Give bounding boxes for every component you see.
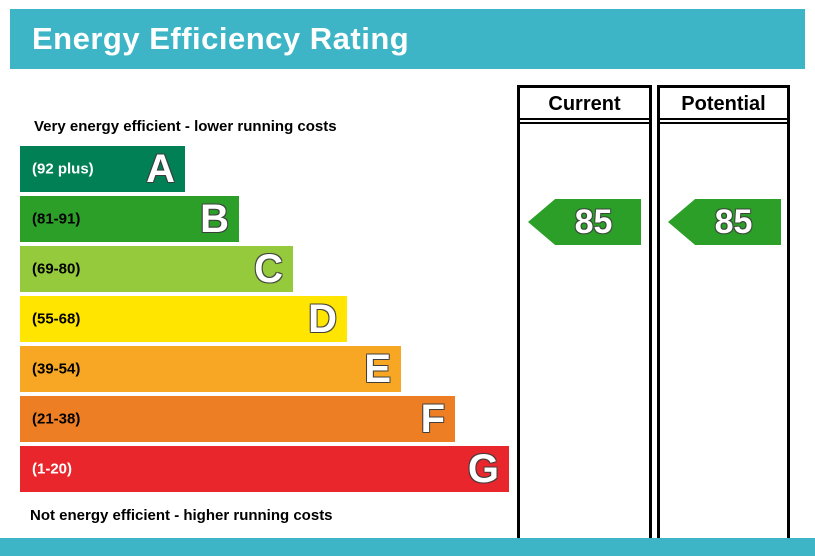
band-range-label: (81-91) bbox=[32, 210, 81, 228]
band-range-label: (55-68) bbox=[32, 310, 81, 328]
current-column: Current 85 bbox=[517, 85, 652, 538]
potential-column-header: Potential bbox=[660, 88, 787, 124]
band-range-label: (1-20) bbox=[32, 460, 73, 478]
bottom-caption: Not energy efficient - higher running co… bbox=[30, 507, 333, 524]
potential-rating-value: 85 bbox=[714, 202, 753, 241]
band-g: (1-20) G bbox=[20, 446, 509, 492]
band-e: (39-54) E bbox=[20, 346, 401, 392]
band-a: (92 plus) A bbox=[20, 146, 185, 192]
top-caption: Very energy efficient - lower running co… bbox=[34, 118, 337, 135]
band-f: (21-38) F bbox=[20, 396, 455, 442]
band-letter: A bbox=[146, 147, 175, 191]
current-column-header: Current bbox=[520, 88, 649, 124]
band-letter: D bbox=[308, 297, 337, 341]
band-letter: G bbox=[467, 447, 499, 491]
band-b: (81-91) B bbox=[20, 196, 239, 242]
band-d: (55-68) D bbox=[20, 296, 347, 342]
potential-rating-arrow: 85 bbox=[668, 199, 781, 245]
current-rating-arrow: 85 bbox=[528, 199, 641, 245]
band-range-label: (69-80) bbox=[32, 260, 81, 278]
band-range-label: (39-54) bbox=[32, 360, 81, 378]
band-letter: C bbox=[254, 247, 283, 291]
chart-title: Energy Efficiency Rating bbox=[32, 21, 410, 56]
band-letter: B bbox=[200, 197, 229, 241]
band-letter: F bbox=[420, 397, 445, 441]
band-range-label: (92 plus) bbox=[32, 160, 94, 178]
band-range-label: (21-38) bbox=[32, 410, 81, 428]
band-c: (69-80) C bbox=[20, 246, 293, 292]
band-letter: E bbox=[364, 347, 391, 391]
current-rating-value: 85 bbox=[574, 202, 613, 241]
rating-bands-scale: (92 plus) A (81-91) B (69-80) C (55-68) D (39-54… bbox=[20, 146, 520, 496]
footer-bar bbox=[0, 538, 815, 556]
chart-header-bar: Energy Efficiency Rating bbox=[10, 9, 805, 69]
potential-column: Potential 85 bbox=[657, 85, 790, 538]
